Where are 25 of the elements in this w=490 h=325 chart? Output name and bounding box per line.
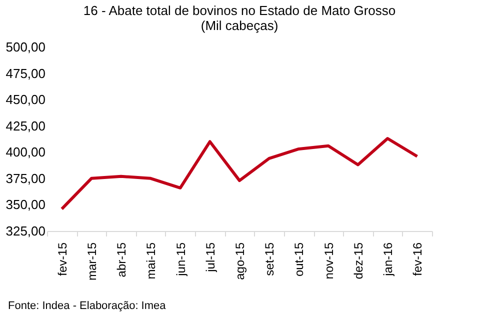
source-note: Fonte: Indea - Elaboração: Imea	[8, 300, 166, 312]
x-tick-label: abr-15	[114, 242, 129, 278]
y-tick-label: 450,00	[6, 92, 46, 108]
x-tick-label: fev-15	[55, 242, 70, 276]
x-tick-label: ago-15	[233, 242, 247, 280]
line-series	[60, 136, 419, 210]
y-tick-label: 425,00	[6, 118, 46, 134]
x-tick-label: set-15	[262, 242, 277, 276]
y-tick-label: 325,00	[6, 224, 46, 238]
x-tick-label: mai-15	[144, 242, 158, 280]
y-tick-label: 350,00	[6, 197, 46, 212]
x-tick-label: mar-15	[84, 242, 99, 281]
x-tick-label: jan-16	[381, 242, 396, 277]
y-tick-label: 500,00	[6, 40, 46, 54]
text: 16 - Abate total de bovinos no Estado de Mato Grosso	[83, 3, 396, 18]
y-tick-label: 475,00	[6, 66, 46, 81]
x-tick-label: jun-15	[174, 242, 188, 277]
y-tick-label: 375,00	[6, 170, 46, 186]
x-tick-label: out-15	[292, 242, 306, 277]
x-tick-label: dez-15	[351, 242, 366, 280]
y-tick-label: 400,00	[6, 144, 46, 160]
text: (Mil cabeças)	[200, 18, 278, 33]
x-tick-label: jul-15	[203, 242, 218, 273]
x-tick-label: nov-15	[322, 242, 336, 280]
x-tick-label: fev-16	[410, 242, 425, 276]
